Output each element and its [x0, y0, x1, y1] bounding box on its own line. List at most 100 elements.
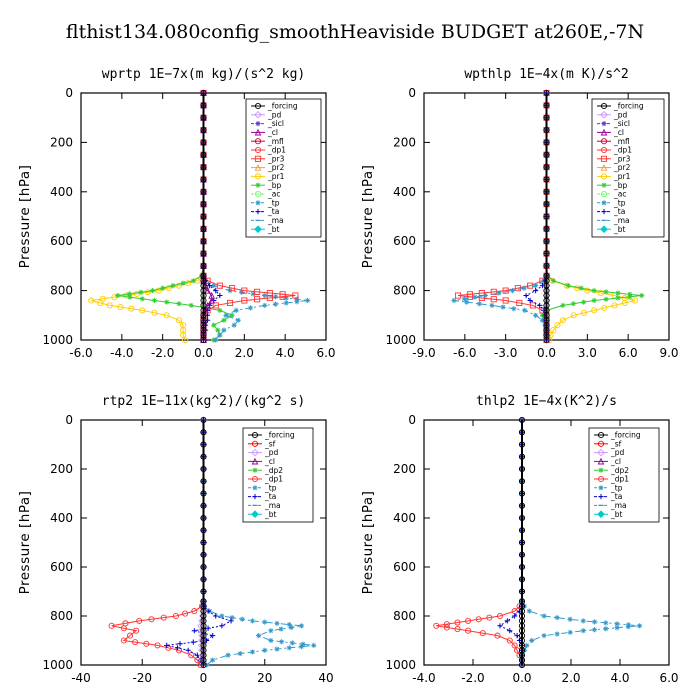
data-point-forcing — [518, 478, 526, 485]
data-point-tp — [283, 300, 289, 306]
legend-marker-sicl — [255, 121, 261, 127]
data-point-dp1 — [475, 616, 482, 623]
data-point-forcing — [543, 114, 550, 121]
legend-label-tp: _tp — [264, 483, 277, 492]
data-point-pr1 — [580, 309, 587, 316]
y-tick-label: 1000 — [42, 333, 73, 347]
data-point-forcing — [200, 139, 207, 146]
y-tick-label: 800 — [50, 609, 73, 623]
legend: _forcing_pd_sicl_cl_mfl_dp1_pr3_pr2_pr1_… — [245, 98, 322, 238]
data-point-bp — [550, 278, 556, 284]
data-point-bp — [591, 297, 597, 304]
data-point-ta — [512, 613, 518, 619]
series-line-dp1 — [111, 420, 204, 666]
legend-label-bt: _bt — [267, 225, 280, 234]
data-point-bp — [176, 301, 182, 307]
data-point-ta — [191, 628, 197, 634]
series-tp — [451, 90, 550, 343]
data-point-forcing — [543, 250, 550, 257]
legend-marker-bt — [597, 510, 605, 519]
data-point-tp — [262, 302, 268, 309]
data-point-bp — [603, 296, 609, 302]
legend-label-bp: _bp — [613, 181, 628, 190]
data-point-ta — [213, 288, 219, 294]
y-tick-label: 200 — [50, 462, 73, 476]
data-point-pr1 — [559, 317, 566, 324]
x-tick-label: -40 — [71, 671, 91, 685]
data-point-tp — [262, 619, 268, 625]
y-tick-label: 0 — [65, 413, 73, 427]
data-point-forcing — [518, 416, 526, 424]
y-tick-label: 600 — [50, 560, 73, 574]
data-point-tp — [541, 633, 547, 639]
data-point-tp — [239, 616, 245, 622]
data-point-tp — [603, 626, 609, 632]
legend-label-sf: _sf — [264, 439, 276, 448]
data-point-tp — [603, 620, 609, 626]
legend-marker-cl — [597, 457, 605, 465]
data-point-dp1 — [443, 621, 450, 628]
data-point-tp — [529, 637, 535, 644]
chart-panel-1: wprtp 1E−7x(m kg)/(s^2 kg) Pressure [hPa]… — [17, 67, 336, 360]
data-point-pr1 — [550, 327, 557, 334]
data-point-tp — [591, 619, 598, 625]
data-point-pr1 — [106, 302, 113, 309]
data-point-forcing — [543, 225, 550, 232]
legend-marker-ta — [255, 209, 261, 215]
data-point-dp1 — [132, 639, 139, 646]
legend-label-forcing: _forcing — [610, 431, 641, 440]
x-tick-label: -2.0 — [461, 671, 484, 685]
data-point-ta — [537, 302, 543, 309]
y-tick-label: 0 — [65, 86, 73, 100]
data-point-ta — [533, 288, 539, 294]
data-point-tp — [567, 629, 573, 635]
legend-marker-forcing — [597, 431, 605, 439]
y-axis-label: Pressure [hPa] — [360, 165, 376, 269]
legend-label-bp: _bp — [267, 181, 282, 190]
data-point-bp — [215, 327, 221, 333]
data-point-tp — [211, 283, 217, 289]
legend-marker-pr2 — [254, 163, 262, 171]
data-point-pr3 — [254, 296, 261, 303]
legend-marker-ta — [601, 209, 607, 215]
data-point-forcing — [200, 188, 207, 195]
figure-title: flthist134.080config_smoothHeaviside BUD… — [66, 21, 644, 43]
data-point-forcing — [543, 164, 550, 171]
y-tick-label: 200 — [50, 135, 73, 149]
legend-label-cl: _cl — [264, 457, 275, 466]
series-line-ta — [203, 93, 221, 340]
legend: _forcing_pd_sicl_cl_mfl_dp1_pr3_pr2_pr1_… — [591, 98, 665, 238]
data-point-forcing — [200, 588, 207, 595]
series-forcing — [200, 416, 207, 669]
data-point-forcing — [518, 551, 526, 558]
data-point-tp — [289, 640, 295, 646]
data-point-pr1 — [621, 299, 628, 307]
data-point-bp — [603, 289, 609, 295]
data-point-pr1 — [180, 332, 187, 339]
legend-label-ac: _ac — [613, 190, 626, 199]
data-point-dp1 — [479, 630, 486, 637]
y-axis-label: Pressure [hPa] — [360, 491, 376, 595]
data-point-forcing — [200, 661, 207, 669]
data-point-tp — [305, 297, 311, 304]
legend-marker-pr3 — [600, 155, 608, 162]
data-point-dp1 — [120, 625, 127, 632]
legend-marker-sf — [597, 440, 605, 447]
legend-label-dp1: _dp1 — [613, 146, 632, 155]
data-point-tp — [298, 644, 305, 650]
legend-marker-forcing — [254, 102, 262, 110]
data-point-tp — [221, 327, 227, 333]
data-point-pr3 — [529, 302, 536, 309]
data-point-tp — [472, 294, 478, 300]
data-point-forcing — [518, 429, 526, 436]
y-tick-label: 800 — [50, 284, 73, 298]
data-point-tp — [461, 296, 467, 302]
series-forcing — [518, 416, 526, 669]
data-point-bp — [170, 283, 176, 289]
panels: wprtp 1E−7x(m kg)/(s^2 kg) Pressure [hPa]… — [17, 67, 679, 685]
data-point-bp — [539, 312, 546, 318]
data-point-cl — [208, 296, 215, 304]
data-point-tp — [213, 337, 219, 343]
series-forcing — [200, 89, 207, 344]
y-tick-label: 1000 — [385, 658, 416, 672]
